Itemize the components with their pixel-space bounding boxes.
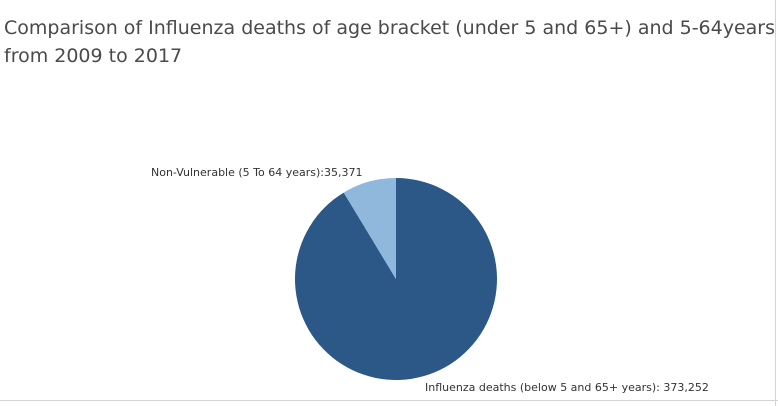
pie-slices <box>294 178 497 380</box>
slice-label-influenza-deaths: Influenza deaths (below 5 and 65+ years)… <box>425 381 709 394</box>
slice-label-non-vulnerable: Non-Vulnerable (5 To 64 years):35,371 <box>151 166 362 179</box>
pie-slice-non-vulnerable[interactable] <box>343 178 396 279</box>
bottom-divider <box>0 400 778 401</box>
pie-slice-influenza-deaths[interactable] <box>294 178 497 380</box>
right-divider <box>775 0 776 406</box>
chart-title: Comparison of Influenza deaths of age br… <box>4 17 776 67</box>
